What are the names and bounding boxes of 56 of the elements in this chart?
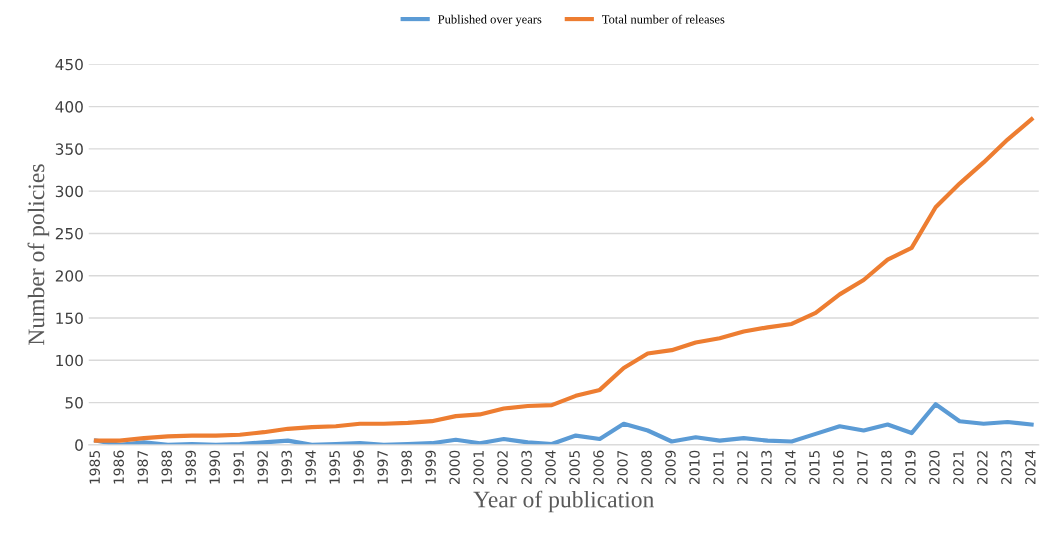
x-tick-label: 2008 [641,450,652,485]
y-tick-label: 0 [75,439,83,451]
x-tick-label: 2017 [857,450,868,485]
x-tick-label: 1988 [161,450,172,484]
x-tick-label: 1991 [233,451,244,484]
x-tick-label: 2016 [833,450,844,485]
y-tick-label: 350 [55,143,83,155]
x-tick-label: 1985 [89,450,100,484]
x-tick-label: 1995 [329,450,340,484]
x-tick-label: 1990 [209,450,220,484]
x-tick-label: 1992 [257,451,268,484]
x-tick-label: 2013 [761,450,772,485]
x-tick-label: 2021 [953,451,964,485]
x-tick-label: 1997 [377,450,388,484]
line-series [93,402,1034,445]
x-tick-label: 2018 [881,450,892,485]
y-tick-label: 450 [55,58,83,71]
x-tick-label: 2011 [713,451,724,485]
x-tick-label: 1989 [185,450,196,484]
y-tick-label: 200 [55,270,83,282]
x-tick-label: 1996 [353,450,364,484]
x-tick-label: 2007 [617,450,628,485]
x-tick-label: 2005 [569,450,580,485]
y-tick-label: 50 [65,397,83,409]
x-tick-label: 2003 [521,450,532,485]
legend-label: Published over years [438,14,542,27]
line-series [93,117,1034,443]
x-tick-label: 1986 [113,450,124,484]
x-tick-label: 1994 [305,450,316,484]
x-tick-label: 2009 [665,450,676,485]
y-tick-label: 150 [56,312,83,325]
y-tick-label: 300 [55,185,83,198]
x-tick-label: 2000 [449,450,460,485]
x-tick-label: 2024 [1025,450,1036,485]
x-tick-label: 2019 [905,450,916,485]
y-tick-label: 400 [55,101,83,113]
x-tick-label: 2015 [809,450,820,485]
x-tick-label: 2004 [545,450,556,485]
x-tick-label: 1998 [401,450,412,484]
x-tick-label: 2020 [929,450,940,485]
y-axis-title: Number of policies [27,164,50,346]
y-tick-label: 100 [56,354,83,367]
y-tick-label: 250 [55,227,83,240]
legend-label: Total number of releases [602,14,725,24]
x-tick-label: 2012 [737,451,748,485]
x-tick-label: 1999 [425,450,436,484]
x-tick-label: 2022 [977,451,988,485]
x-tick-label: 1987 [137,450,148,484]
x-tick-label: 2023 [1001,450,1012,485]
x-tick-label: 2006 [593,450,604,485]
x-axis-title: Year of publication [473,490,655,513]
x-tick-label: 1993 [281,450,292,484]
x-tick-label: 2001 [473,451,484,485]
x-tick-label: 2002 [497,451,508,485]
x-tick-label: 2010 [689,450,700,485]
x-tick-label: 2014 [785,450,796,485]
